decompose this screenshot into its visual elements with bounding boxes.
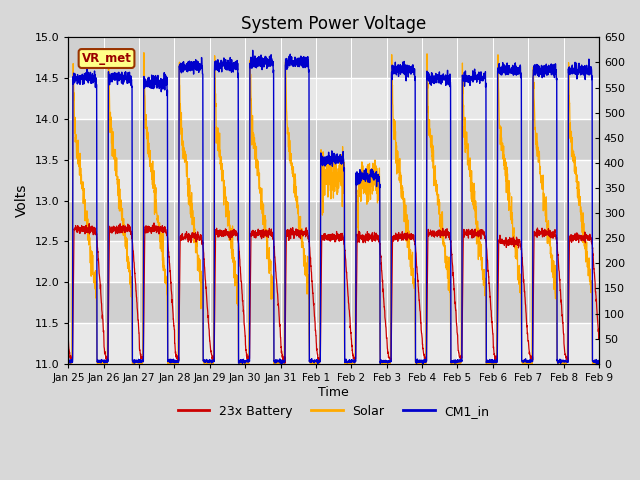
Bar: [68, 241, 599, 282]
X-axis label: Time: Time: [318, 385, 349, 398]
Bar: [68, 37, 599, 78]
Bar: [68, 282, 599, 323]
Title: System Power Voltage: System Power Voltage: [241, 15, 426, 33]
Y-axis label: Volts: Volts: [15, 184, 29, 217]
Text: VR_met: VR_met: [82, 52, 131, 65]
Bar: [68, 201, 599, 241]
Bar: [68, 323, 599, 364]
Bar: [68, 119, 599, 160]
Bar: [68, 160, 599, 201]
Bar: [68, 78, 599, 119]
Legend: 23x Battery, Solar, CM1_in: 23x Battery, Solar, CM1_in: [173, 400, 495, 423]
